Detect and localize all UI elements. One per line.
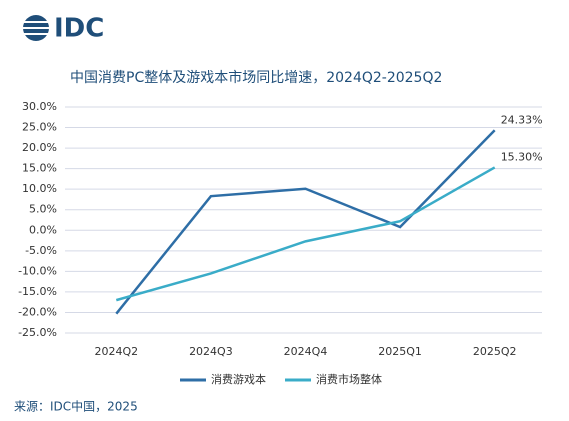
x-tick-label: 2025Q2	[473, 345, 517, 358]
logo-icon	[23, 15, 49, 41]
series-line	[115, 166, 496, 302]
y-tick-label: -15.0%	[18, 285, 57, 298]
x-tick-label: 2024Q3	[189, 345, 233, 358]
data-label: 24.33%	[501, 113, 543, 126]
y-tick-label: -10.0%	[18, 264, 57, 277]
x-tick-label: 2024Q4	[284, 345, 328, 358]
x-tick-label: 2024Q2	[94, 345, 138, 358]
chart-title: 中国消费PC整体及游戏本市场同比增速，2024Q2-2025Q2	[70, 69, 442, 86]
y-tick-label: 20.0%	[22, 141, 57, 154]
y-tick-label: 10.0%	[22, 182, 57, 195]
y-tick-label: -25.0%	[18, 326, 57, 339]
legend-label: 消费游戏本	[211, 372, 266, 386]
y-tick-label: -20.0%	[18, 305, 57, 318]
y-tick-label: -5.0%	[25, 244, 57, 257]
x-tick-label: 2025Q1	[378, 345, 422, 358]
series-line	[115, 129, 496, 315]
y-tick-label: 0.0%	[29, 223, 57, 236]
y-tick-label: 30.0%	[22, 100, 57, 113]
logo: IDC	[54, 14, 104, 44]
data-label: 15.30%	[501, 150, 543, 163]
legend-label: 消费市场整体	[316, 372, 382, 386]
y-tick-label: 5.0%	[29, 203, 57, 216]
source: 来源：IDC中国，2025	[14, 399, 138, 414]
y-tick-label: 15.0%	[22, 162, 57, 175]
y-tick-label: 25.0%	[22, 121, 57, 134]
